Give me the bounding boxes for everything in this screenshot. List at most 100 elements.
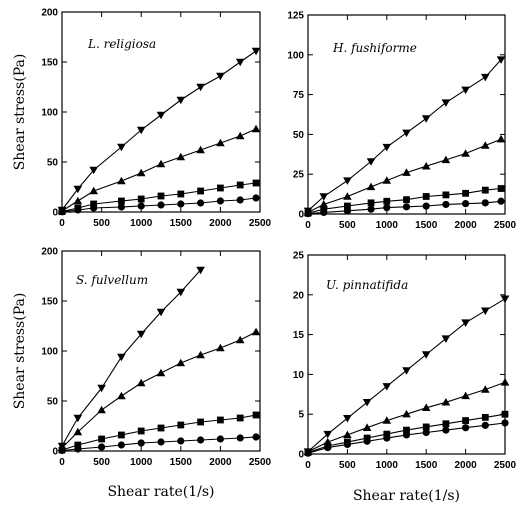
data-point (461, 86, 470, 95)
x-tick-label: 0 (59, 218, 65, 229)
series-triangle-down (57, 47, 261, 215)
plot-frame (307, 14, 506, 215)
data-point (497, 185, 505, 192)
data-point (58, 208, 66, 216)
data-point (251, 47, 261, 56)
data-point (196, 266, 205, 275)
y-tick-label: 0 (52, 208, 58, 219)
data-point (217, 184, 224, 192)
data-point (156, 368, 166, 377)
data-point (402, 168, 411, 176)
data-point (196, 350, 205, 359)
data-point (137, 427, 145, 435)
series-square (58, 411, 260, 454)
data-point (366, 182, 376, 191)
data-point (461, 149, 470, 157)
data-point (89, 186, 98, 195)
panel-title: H. fushiforme (332, 41, 417, 55)
data-point (343, 414, 352, 423)
data-point (304, 449, 312, 457)
data-point (235, 58, 245, 67)
series-circle (58, 194, 260, 216)
y-tick-label: 200 (41, 8, 58, 19)
data-point (197, 418, 204, 426)
data-point (324, 444, 332, 452)
y-tick-label: 125 (287, 11, 304, 22)
data-point (176, 288, 186, 297)
data-point (462, 424, 470, 432)
data-point (501, 410, 509, 418)
data-point (383, 434, 391, 442)
chart-panel-1: 0 500 1000 1500 2000 2500 0 50 100 150 200 L. relig… (12, 8, 272, 230)
y-tick-label: 200 (41, 247, 58, 258)
data-point (157, 438, 165, 446)
data-point (176, 152, 186, 161)
data-point (216, 138, 225, 147)
data-point (422, 193, 430, 200)
data-point (98, 443, 106, 451)
data-point (252, 411, 260, 419)
x-tick-label: 1500 (415, 220, 438, 231)
series-line (61, 50, 257, 211)
data-point (137, 439, 145, 447)
data-point (319, 193, 329, 201)
x-axis-title: Shear rate(1/s) (353, 488, 460, 504)
y-tick-label: 5 (298, 410, 304, 421)
data-point (157, 192, 165, 200)
data-point (157, 201, 165, 209)
data-point (481, 199, 489, 207)
y-tick-label: 50 (293, 130, 305, 141)
data-point (343, 207, 351, 215)
data-point (252, 194, 260, 202)
data-point (176, 96, 186, 105)
data-point (90, 200, 98, 208)
data-point (252, 179, 260, 187)
data-point (156, 111, 166, 120)
chart-panel-3: 0 500 1000 1500 2000 2500 0 50 100 150 200 S. fulve… (12, 247, 272, 501)
data-point (196, 83, 205, 92)
data-point (236, 196, 244, 204)
data-point (73, 427, 83, 436)
data-point (402, 409, 411, 418)
data-point (367, 205, 375, 213)
x-tick-label: 500 (93, 218, 110, 229)
x-tick-label: 1000 (376, 220, 399, 231)
data-point (422, 202, 430, 210)
series-triangle-down (57, 266, 205, 451)
data-point (197, 436, 205, 444)
y-axis-title: Shear stress(Pa) (12, 54, 28, 171)
data-point (442, 191, 450, 199)
data-point (421, 161, 431, 170)
y-tick-label: 0 (52, 447, 58, 458)
y-tick-label: 150 (41, 58, 58, 69)
data-point (320, 208, 328, 217)
data-point (402, 129, 411, 138)
data-point (344, 202, 351, 210)
data-point (74, 206, 82, 214)
x-tick-label: 2500 (494, 220, 517, 231)
x-tick-label: 1000 (130, 218, 153, 229)
data-point (216, 197, 224, 205)
series-circle (304, 419, 509, 457)
data-point (383, 430, 391, 438)
data-point (481, 186, 489, 194)
y-tick-label: 25 (293, 251, 305, 262)
data-point (197, 187, 204, 195)
data-point (481, 421, 489, 429)
data-point (402, 367, 411, 375)
data-point (176, 358, 186, 367)
data-point (362, 399, 372, 407)
x-tick-label: 500 (339, 460, 356, 471)
data-point (156, 159, 166, 168)
chart-panel-4: 0 500 1000 1500 2000 2500 0 5 10 15 20 25 U. pinnati… (293, 251, 517, 505)
data-point (117, 391, 126, 400)
y-axis-title: Shear stress(Pa) (12, 293, 28, 410)
data-point (136, 168, 146, 177)
data-point (117, 143, 126, 152)
data-point (136, 126, 146, 135)
data-point (235, 131, 245, 140)
data-point (481, 413, 489, 421)
data-point (462, 189, 469, 197)
data-point (136, 330, 146, 339)
data-point (117, 441, 125, 449)
